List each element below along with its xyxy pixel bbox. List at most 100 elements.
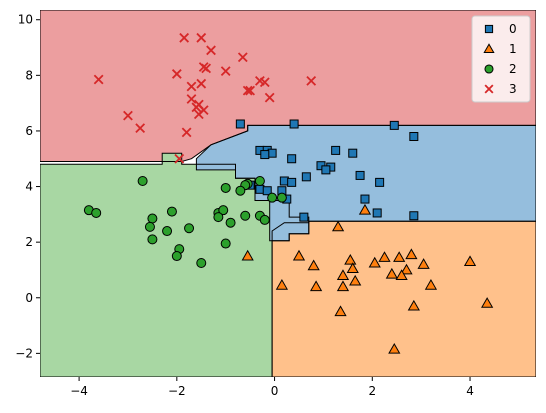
region-class-3 (40, 10, 536, 162)
legend-marker-2 (484, 64, 494, 74)
point-class-1 (481, 297, 494, 308)
decision-regions (40, 10, 536, 377)
point-class-0 (260, 150, 270, 160)
point-class-0 (279, 176, 289, 186)
point-class-2 (218, 205, 229, 216)
point-class-0 (301, 172, 311, 182)
point-class-3 (259, 77, 270, 88)
point-class-2 (184, 223, 195, 234)
axes: −4 −2 0 2 4 −2 0 2 4 6 8 10 (15, 13, 474, 398)
point-class-0 (262, 186, 272, 196)
legend-marker-1 (483, 43, 495, 54)
point-class-1 (358, 203, 372, 215)
legend-marker-0 (484, 24, 494, 34)
series-class-1 (241, 203, 494, 354)
legend-item-1: 1 (483, 42, 517, 56)
point-class-1 (349, 274, 362, 286)
y-tick-label: 4 (25, 180, 33, 194)
point-class-0 (255, 184, 265, 194)
data-points (83, 32, 494, 354)
point-class-0 (287, 177, 297, 187)
legend-box (471, 15, 531, 103)
point-class-1 (336, 280, 350, 292)
point-class-3 (186, 94, 197, 104)
y-tick-label: 6 (25, 124, 33, 138)
point-class-2 (220, 182, 231, 193)
point-class-1 (417, 258, 430, 269)
point-class-1 (393, 251, 406, 262)
point-class-0 (287, 154, 297, 164)
point-class-1 (309, 280, 323, 292)
x-tick-label: −4 (70, 384, 88, 398)
point-class-2 (225, 217, 236, 228)
point-class-1 (334, 305, 347, 317)
legend-item-3: 3 (484, 82, 517, 96)
point-class-1 (241, 249, 254, 261)
point-class-1 (292, 249, 306, 261)
point-class-1 (424, 278, 438, 290)
point-class-3 (264, 92, 275, 103)
point-class-3 (193, 109, 204, 120)
y-tick-label: −2 (15, 346, 33, 360)
point-class-2 (276, 192, 287, 203)
x-tick-label: 0 (271, 384, 279, 398)
point-class-2 (171, 251, 182, 262)
point-class-0 (267, 148, 277, 158)
point-class-3 (93, 74, 104, 85)
point-class-1 (395, 269, 408, 280)
series-class-2 (83, 175, 287, 269)
region-class-0 (196, 125, 536, 241)
x-tick-label: 2 (368, 384, 376, 398)
point-class-3 (220, 66, 231, 77)
point-class-3 (306, 76, 317, 86)
point-class-3 (196, 32, 207, 43)
point-class-2 (235, 185, 246, 196)
region-class-1 (272, 221, 536, 377)
point-class-3 (191, 102, 202, 113)
point-class-1 (275, 278, 289, 290)
point-class-3 (242, 85, 253, 96)
point-class-2 (137, 175, 148, 186)
point-class-0 (409, 132, 419, 142)
point-class-2 (196, 258, 207, 269)
point-class-3 (237, 52, 248, 63)
point-class-0 (389, 120, 399, 130)
point-class-3 (206, 45, 216, 56)
point-class-0 (355, 170, 365, 180)
point-class-3 (171, 69, 182, 79)
point-class-1 (344, 253, 357, 265)
point-class-2 (267, 192, 278, 203)
legend-label-2: 2 (509, 62, 517, 76)
point-class-2 (91, 207, 102, 218)
point-class-0 (360, 194, 370, 204)
point-class-1 (331, 220, 345, 232)
point-class-1 (346, 262, 359, 274)
series-class-3 (93, 32, 317, 164)
point-class-2 (147, 234, 158, 245)
point-class-1 (385, 267, 398, 279)
point-class-3 (186, 81, 197, 92)
x-tick-label: −2 (168, 384, 186, 398)
point-class-1 (407, 299, 420, 311)
legend-item-2: 2 (484, 62, 517, 76)
point-class-1 (368, 256, 381, 268)
y-tick-label: 10 (18, 13, 33, 27)
legend-label-1: 1 (509, 42, 517, 56)
y-tick-label: 0 (25, 291, 33, 305)
point-class-0 (321, 165, 331, 175)
point-class-3 (135, 123, 146, 134)
point-class-1 (378, 251, 391, 262)
point-class-1 (405, 248, 418, 260)
legend-label-0: 0 (509, 22, 517, 36)
point-class-3 (174, 153, 185, 164)
point-class-3 (179, 32, 190, 43)
point-class-0 (289, 119, 299, 129)
point-class-3 (201, 63, 212, 74)
point-class-0 (375, 177, 385, 187)
point-class-3 (181, 127, 192, 138)
boundary-class-1 (271, 220, 536, 377)
point-class-0 (409, 211, 419, 221)
point-class-2 (259, 214, 270, 225)
x-tick-label: 4 (466, 384, 474, 398)
